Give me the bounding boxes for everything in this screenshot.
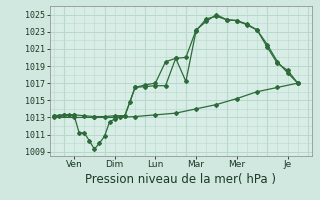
X-axis label: Pression niveau de la mer( hPa ): Pression niveau de la mer( hPa )	[85, 173, 276, 186]
